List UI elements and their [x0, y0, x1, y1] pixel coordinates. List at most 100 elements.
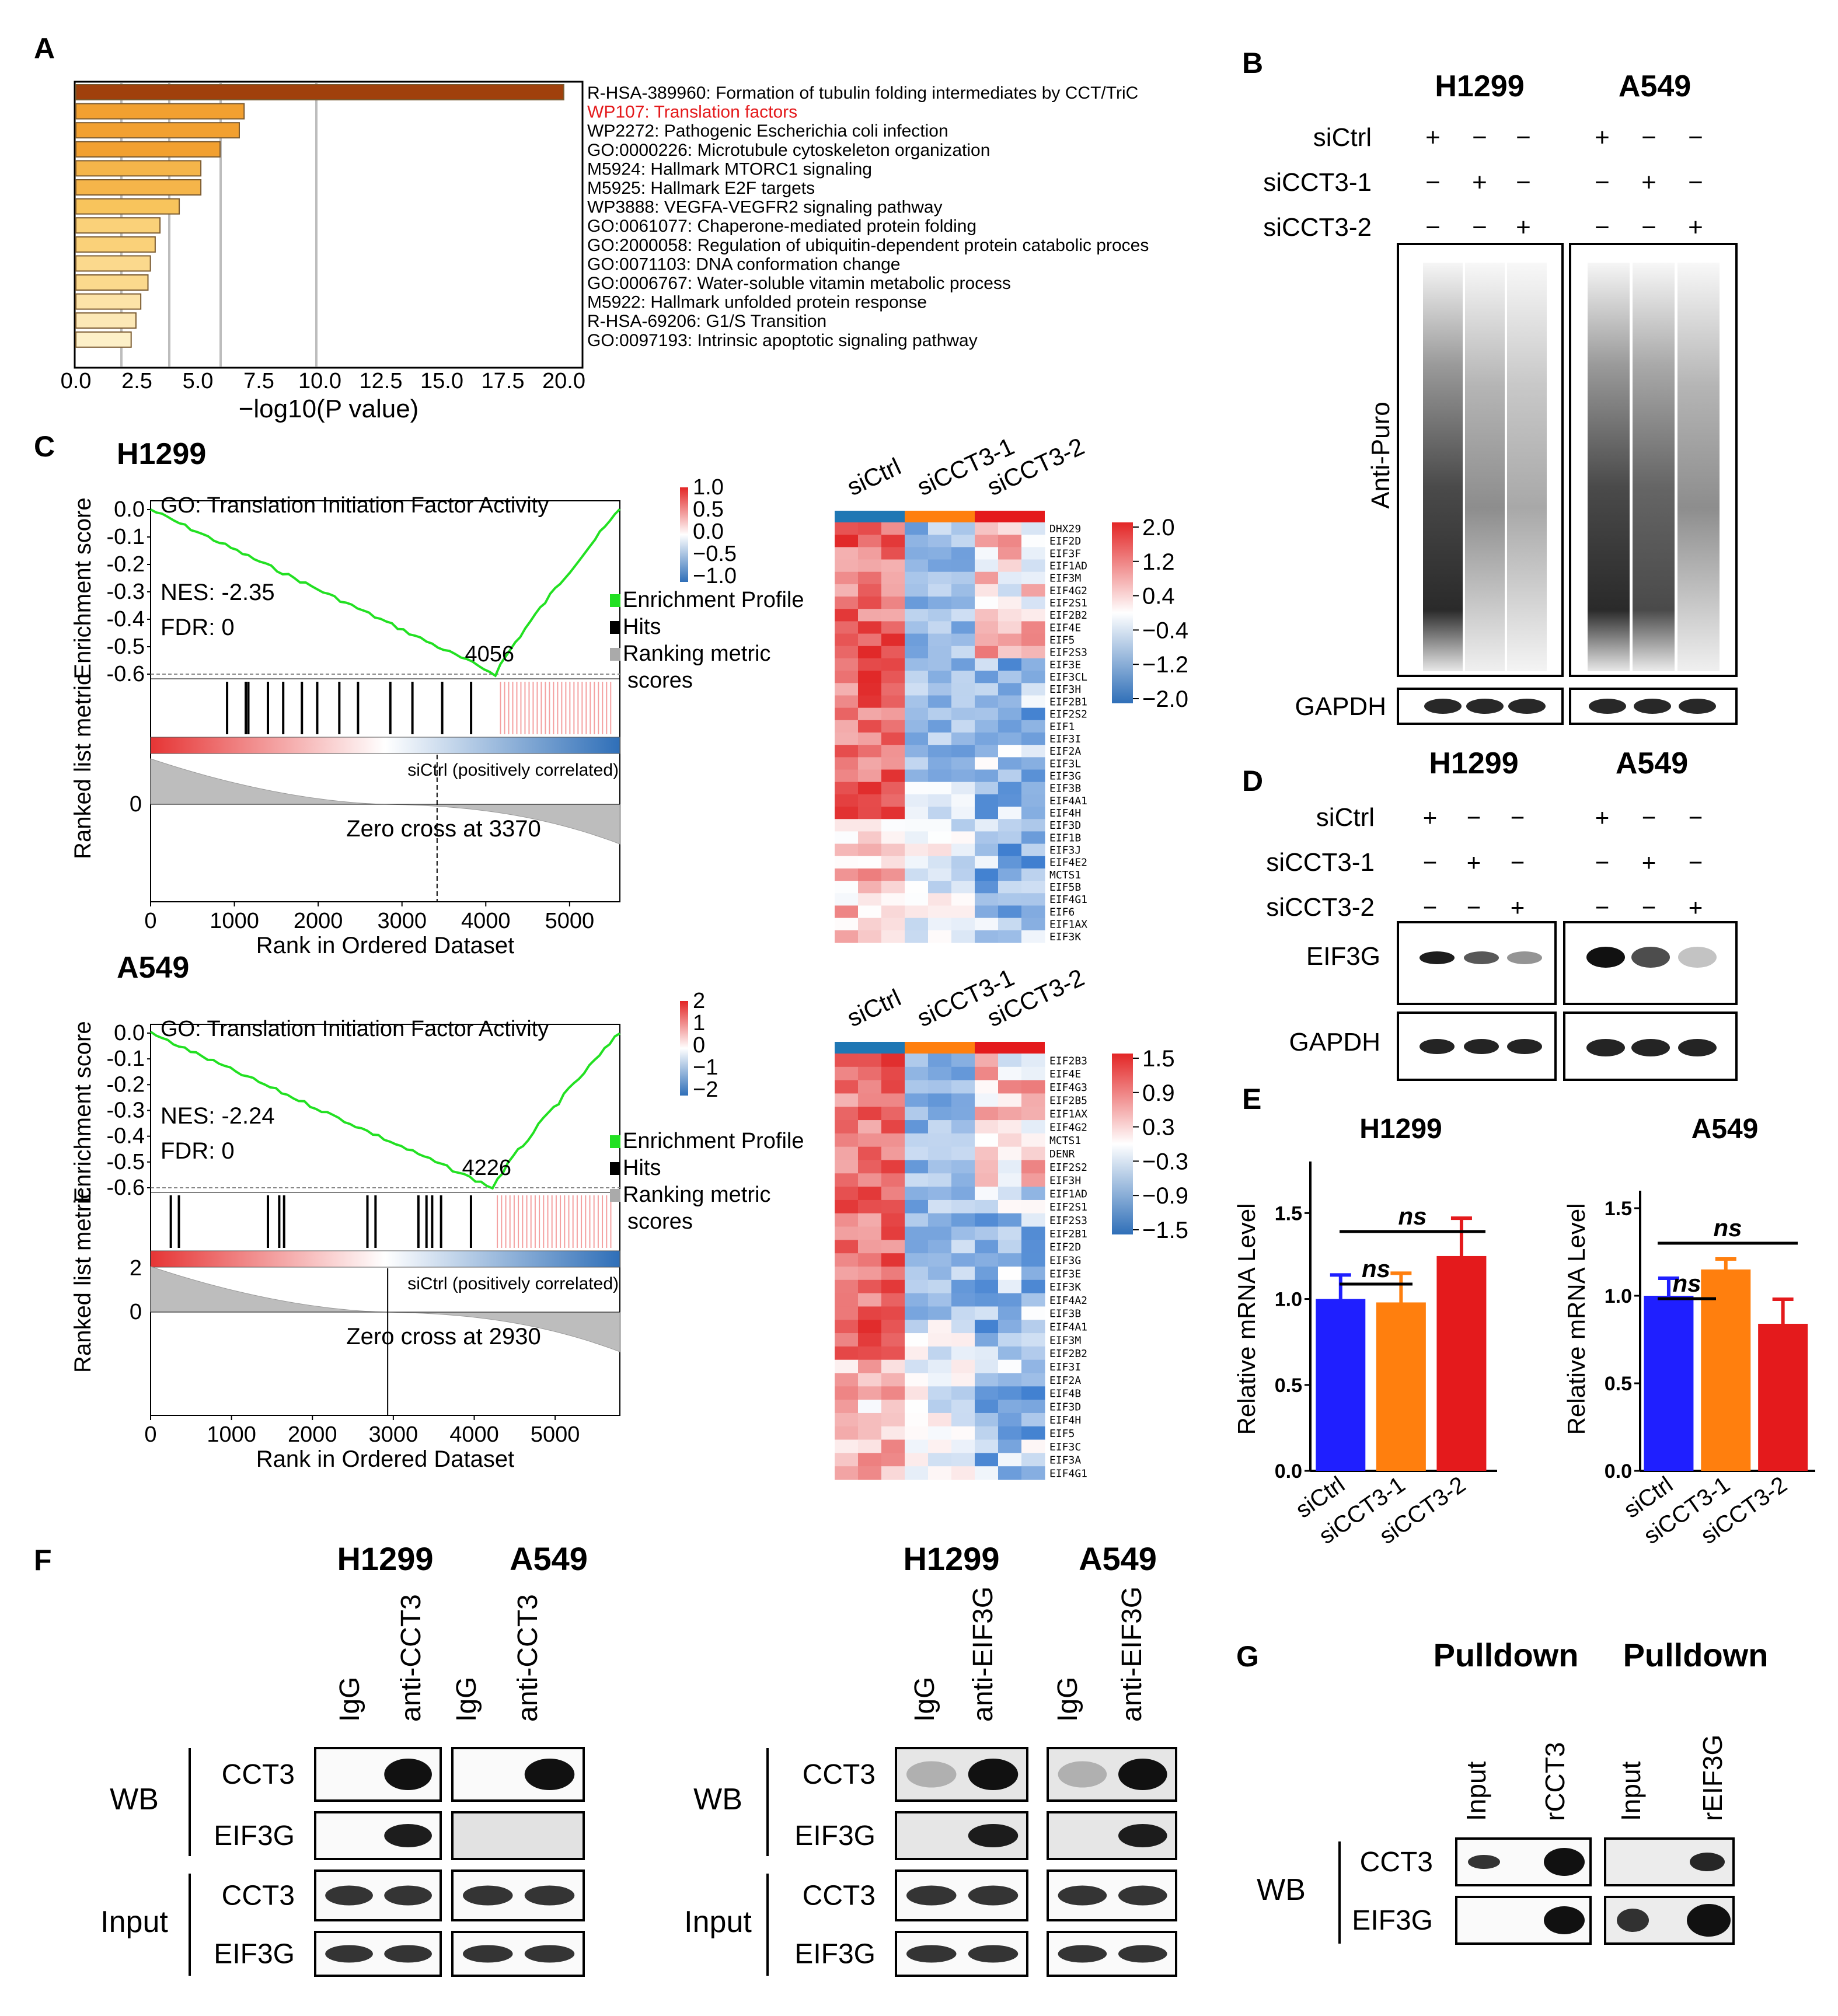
- fdr-label: FDR: 0: [161, 1138, 235, 1164]
- heat-cell: [951, 831, 975, 845]
- heat-cell: [835, 547, 859, 560]
- heat-cell: [975, 1346, 999, 1361]
- heat-cell: [998, 522, 1022, 535]
- heat-cell: [905, 621, 929, 634]
- heat-cell: [858, 1320, 882, 1334]
- enrichment-curve: [149, 1030, 621, 1190]
- gene-label: EIF6: [1049, 906, 1075, 918]
- heat-cell: [975, 1466, 999, 1480]
- heat-cell: [975, 1160, 999, 1174]
- heat-cell: [951, 745, 975, 758]
- heat-cell: [975, 571, 999, 585]
- gene-label: EIF2A: [1049, 745, 1081, 758]
- sign: −: [1641, 123, 1656, 152]
- panel-d-cell-a549: A549: [1616, 747, 1688, 780]
- heat-cell: [928, 868, 952, 881]
- lane-label: IgG: [909, 1677, 940, 1722]
- protein-label: EIF3G: [794, 1820, 876, 1851]
- heat-cell: [998, 1160, 1022, 1174]
- heat-cell: [928, 1267, 952, 1281]
- heat-cell: [905, 559, 929, 573]
- heat-cell: [928, 1453, 952, 1467]
- legend-swatch: [610, 594, 620, 607]
- heat-cell: [1021, 683, 1045, 696]
- bar: [75, 293, 142, 310]
- heat-cell: [951, 782, 975, 795]
- zero-cross-label: Zero cross at 3370: [346, 816, 541, 842]
- heat-cell: [905, 1466, 929, 1480]
- coip-eif3g: H1299 A549 IgG anti-EIF3G IgG anti-EIF3G WB Inp…: [684, 1540, 1177, 1977]
- sign: +: [1642, 849, 1656, 876]
- protein-label: CCT3: [222, 1759, 295, 1790]
- heat-cell: [1021, 1373, 1045, 1387]
- heat-cell: [1021, 547, 1045, 560]
- heat-cell: [881, 1133, 905, 1147]
- lane-label: rEIF3G: [1697, 1735, 1728, 1821]
- gapdh-band: [1507, 1039, 1542, 1054]
- y-tick: 1.5: [1605, 1198, 1632, 1220]
- sign: −: [1423, 849, 1438, 876]
- heat-cell: [835, 1199, 859, 1214]
- x-tick: 2000: [294, 909, 343, 933]
- heat-cell: [998, 1146, 1022, 1160]
- heat-cell: [858, 1412, 882, 1427]
- heat-cell: [998, 1066, 1022, 1081]
- heat-cell: [998, 547, 1022, 560]
- heat-cell: [998, 1226, 1022, 1240]
- heat-cell: [951, 794, 975, 807]
- heat-cell: [858, 707, 882, 721]
- panel-f-coip: H1299 A549 IgG anti-CCT3 IgG anti-CCT3 WB Input…: [100, 1540, 1177, 1977]
- panel-b-cell-h1299: H1299: [1435, 69, 1524, 103]
- heat-cell: [998, 621, 1022, 634]
- gene-label: EIF3D: [1049, 1401, 1081, 1413]
- gene-label: EIF3L: [1049, 758, 1081, 770]
- panel-a-frame: [74, 81, 584, 369]
- input-band: [325, 1885, 373, 1906]
- eif3g-band: [1507, 951, 1542, 964]
- ip-band-faint: [906, 1761, 957, 1788]
- heat-cell: [835, 782, 859, 795]
- heat-cell: [905, 1320, 929, 1334]
- heat-cell: [881, 893, 905, 906]
- heat-cell: [951, 559, 975, 573]
- heat-cell: [881, 807, 905, 819]
- term-label: GO:0000226: Microtubule cytoskeleton org…: [587, 141, 990, 160]
- heat-cell: [951, 584, 975, 597]
- heat-cell: [998, 1412, 1022, 1427]
- heat-cell: [975, 843, 999, 857]
- term-label: GO:0071103: DNA conformation change: [587, 254, 900, 274]
- heat-cell: [881, 559, 905, 573]
- heat-cell: [928, 1439, 952, 1453]
- cbar-tick: 2: [693, 989, 705, 1013]
- heat-cell: [951, 1080, 975, 1094]
- heat-cell: [858, 1453, 882, 1467]
- heat-cell: [998, 1120, 1022, 1134]
- heat-cell: [835, 843, 859, 857]
- heat-cell: [928, 1346, 952, 1361]
- heat-cell: [951, 535, 975, 547]
- lane-label: IgG: [451, 1677, 482, 1722]
- heat-cell: [928, 522, 952, 535]
- heat-cell: [1021, 646, 1045, 659]
- heat-cell: [998, 807, 1022, 819]
- protein-label: CCT3: [222, 1881, 295, 1912]
- heat-cell: [835, 881, 859, 894]
- y-label-es: Enrichment score: [70, 497, 96, 679]
- input-band: [524, 1945, 575, 1963]
- heat-cell: [928, 1054, 952, 1068]
- heat-cell: [858, 1133, 882, 1147]
- heat-cell: [835, 1333, 859, 1347]
- heat-cell: [881, 683, 905, 696]
- panel-a-xticks: 0.0 2.5 5.0 7.5 10.0 12.5 15.0 17.5 20.0: [61, 369, 585, 393]
- heat-cell: [881, 597, 905, 609]
- heat-cell: [835, 1253, 859, 1267]
- protein-label: CCT3: [803, 1759, 876, 1790]
- heat-cell: [1021, 893, 1045, 906]
- heat-cell: [951, 1333, 975, 1347]
- heat-cell: [881, 1267, 905, 1281]
- heat-cell: [1021, 1426, 1045, 1441]
- gapdh-band: [1464, 1039, 1499, 1054]
- heat-cell: [835, 658, 859, 671]
- heat-cell: [881, 571, 905, 585]
